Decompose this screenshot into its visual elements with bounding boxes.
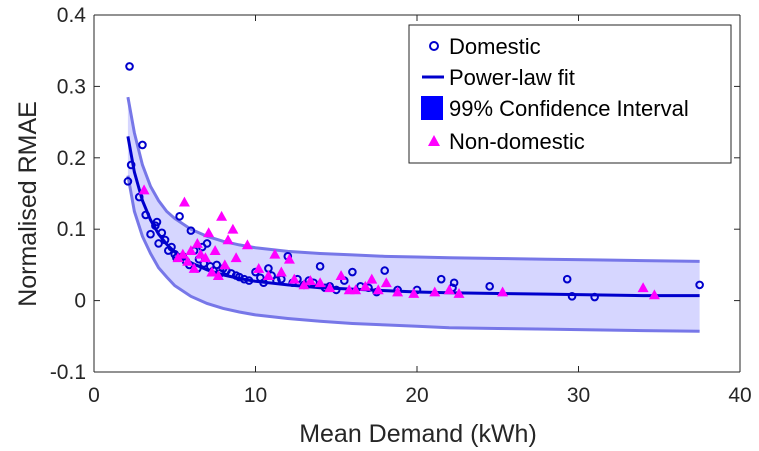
domestic-point	[167, 242, 176, 252]
y-tick-label: 0	[74, 290, 86, 313]
domestic-point	[126, 160, 136, 170]
legend-label: Domestic	[449, 34, 541, 59]
domestic-point	[152, 217, 162, 227]
non-domestic-point	[304, 275, 316, 286]
non-domestic-point	[212, 270, 224, 281]
non-domestic-point	[269, 248, 281, 259]
y-tick-label: 0.3	[57, 75, 86, 98]
non-domestic-point	[253, 262, 265, 273]
non-domestic-point	[275, 266, 287, 277]
non-domestic-point	[172, 252, 184, 263]
non-domestic-point	[288, 273, 300, 284]
domestic-point	[157, 228, 167, 238]
domestic-point	[315, 262, 325, 271]
non-domestic-point	[185, 245, 197, 256]
non-domestic-point	[241, 239, 253, 250]
domestic-point	[562, 274, 572, 284]
domestic-point	[348, 267, 357, 277]
x-axis-title: Mean Demand (kWh)	[299, 420, 537, 448]
non-domestic-point	[138, 184, 150, 195]
non-domestic-point	[453, 287, 465, 298]
domestic-point	[186, 226, 196, 235]
non-domestic-point	[324, 282, 336, 293]
non-domestic-point	[188, 262, 200, 273]
non-domestic-point	[372, 284, 384, 295]
domestic-point	[125, 62, 134, 71]
non-domestic-point	[429, 286, 441, 297]
domestic-point	[244, 276, 254, 285]
legend-label: Power-law fit	[449, 65, 575, 90]
non-domestic-point	[177, 248, 189, 259]
non-domestic-point	[648, 289, 660, 300]
non-domestic-point	[216, 210, 228, 221]
domestic-point	[380, 266, 390, 275]
domestic-point	[138, 140, 147, 150]
non-domestic-point	[182, 255, 194, 266]
legend: Domestic Power-law fit 99% Confidence Inte…	[408, 24, 732, 164]
non-domestic-point	[209, 245, 221, 256]
domestic-point	[485, 282, 494, 291]
legend-label: Non-domestic	[449, 129, 585, 154]
non-domestic-point	[443, 284, 455, 295]
axes	[93, 14, 741, 373]
domestic-point	[272, 276, 281, 285]
domestic-point	[154, 239, 163, 248]
non-domestic-point	[359, 280, 371, 291]
domestic-point	[160, 235, 170, 245]
confidence-upper-line	[126, 96, 700, 263]
x-tick-label: 40	[728, 384, 751, 407]
non-domestic-point	[206, 266, 218, 277]
scatter-points-layer	[123, 62, 704, 302]
legend-label: 99% Confidence Interval	[449, 96, 689, 121]
domestic-point	[175, 212, 184, 221]
non-domestic-point	[283, 253, 295, 264]
x-tick-label: 10	[244, 384, 267, 407]
domestic-point	[212, 260, 222, 270]
domestic-point	[123, 177, 133, 186]
y-tick-label: -0.1	[50, 361, 86, 384]
legend-ci-icon	[421, 96, 443, 120]
domestic-point	[449, 278, 459, 288]
non-domestic-point	[380, 277, 392, 288]
non-domestic-point	[199, 252, 211, 263]
non-domestic-point	[203, 227, 215, 238]
non-domestic-point	[350, 284, 362, 295]
non-domestic-point	[230, 252, 242, 263]
non-domestic-point	[191, 237, 203, 248]
x-tick-label: 30	[567, 384, 590, 407]
non-domestic-point	[408, 287, 420, 298]
non-domestic-point	[497, 286, 509, 297]
y-tick-label: 0.4	[57, 4, 87, 27]
domestic-point	[436, 274, 446, 284]
legend-box	[408, 24, 732, 164]
tick-labels: 0 10 20 30 40-0.100.10.20.30.4	[50, 4, 752, 407]
non-domestic-point	[222, 234, 234, 245]
confidence-lower-line	[126, 175, 700, 333]
non-domestic-point	[262, 270, 274, 281]
x-tick-label: 0	[88, 384, 100, 407]
non-domestic-point	[219, 259, 231, 270]
y-axis-title: Normalised RMAE	[14, 101, 42, 307]
domestic-point	[141, 210, 150, 220]
y-tick-label: 0.2	[57, 147, 86, 170]
non-domestic-point	[298, 279, 310, 290]
domestic-point	[146, 229, 155, 239]
x-tick-label: 20	[405, 384, 428, 407]
non-domestic-point	[227, 223, 239, 234]
domestic-point	[590, 292, 599, 302]
domestic-point	[239, 274, 249, 284]
domestic-point	[202, 239, 212, 248]
domestic-point	[567, 292, 577, 301]
non-domestic-point	[335, 270, 347, 281]
non-domestic-point	[314, 277, 326, 288]
non-domestic-point	[392, 286, 404, 297]
legend-domestic-icon	[429, 41, 439, 51]
non-domestic-point	[637, 282, 649, 293]
non-domestic-point	[366, 273, 378, 284]
y-tick-label: 0.1	[57, 218, 86, 241]
non-domestic-point	[178, 196, 190, 207]
domestic-point	[695, 280, 704, 290]
legend-nondomestic-icon	[428, 135, 440, 146]
